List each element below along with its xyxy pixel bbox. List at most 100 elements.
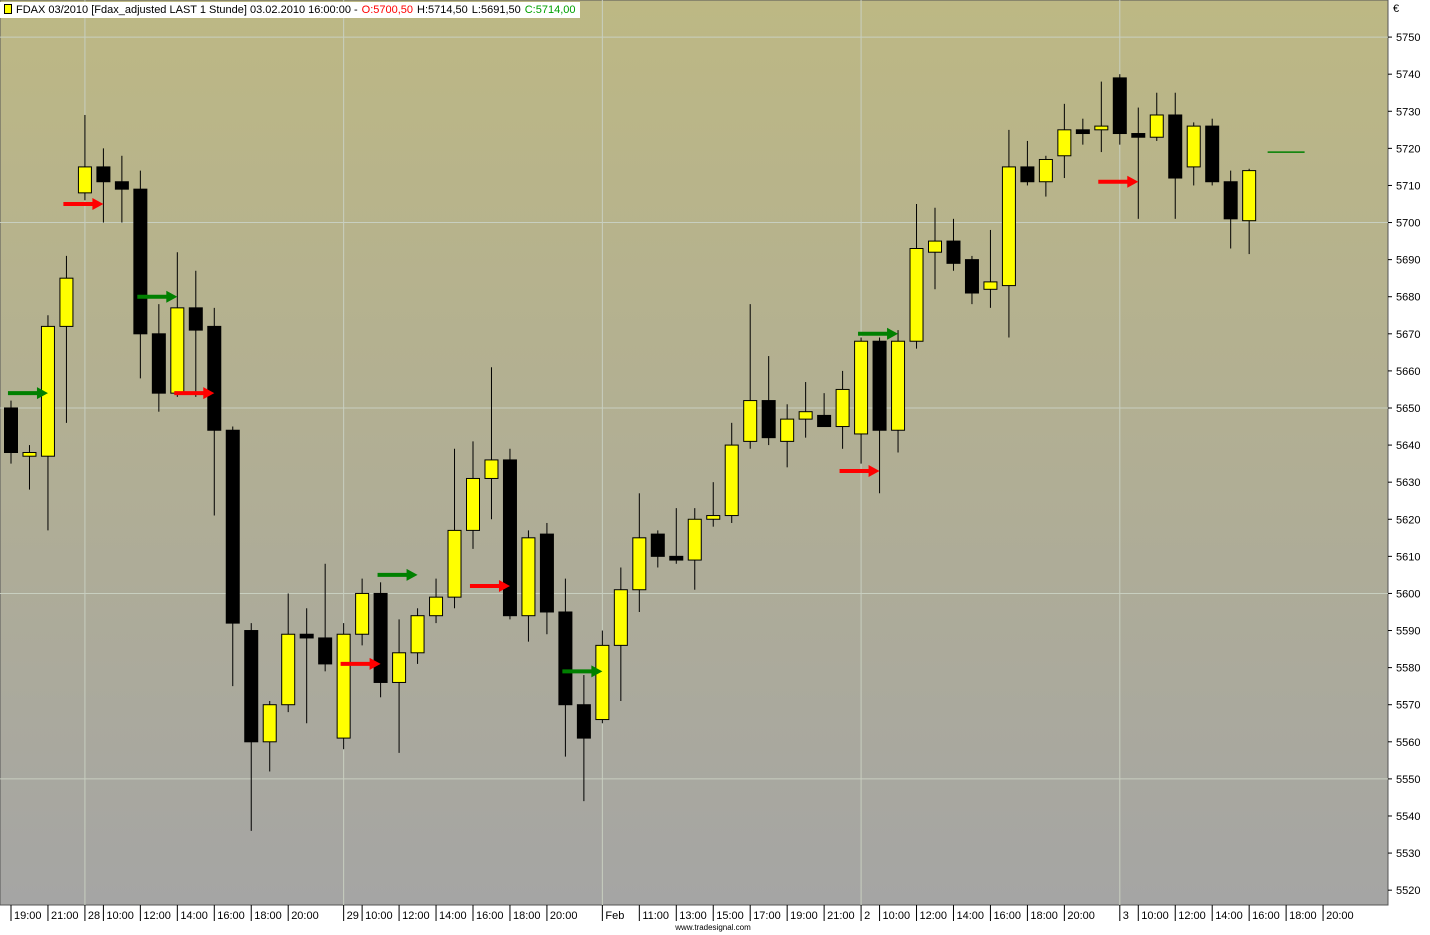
candle-body — [225, 429, 240, 624]
candle-body — [318, 637, 333, 665]
y-tick-label: 5640 — [1396, 440, 1420, 452]
candle-body — [429, 596, 444, 617]
candle-body — [891, 340, 906, 431]
candle-body — [946, 240, 961, 264]
candle-body — [835, 388, 850, 428]
candle-body — [909, 248, 924, 342]
credit: www.tradesignal.com — [674, 923, 751, 932]
currency: € — [1393, 3, 1399, 15]
candle-body — [447, 529, 462, 598]
candle-body — [706, 515, 721, 520]
x-tick-label: 16:00 — [217, 910, 245, 922]
candle-body — [1149, 114, 1164, 138]
candle-body — [410, 615, 425, 654]
candle-body — [170, 307, 185, 394]
y-tick-label: 5580 — [1396, 663, 1420, 675]
y-tick-label: 5690 — [1396, 255, 1420, 267]
arrow-head — [406, 568, 418, 581]
x-tick-label: 13:00 — [679, 910, 707, 922]
candle-body — [632, 537, 647, 591]
x-tick-label: 14:00 — [1215, 910, 1243, 922]
y-tick-label: 5700 — [1396, 218, 1420, 230]
candle-body — [761, 400, 776, 439]
candle-body — [355, 592, 370, 635]
candle-body — [613, 589, 628, 646]
candle-body — [1131, 133, 1146, 138]
signal-arrow — [1098, 175, 1139, 188]
x-tick-label: 18:00 — [1289, 910, 1317, 922]
candle-body — [77, 166, 92, 194]
candle-body — [336, 633, 351, 739]
candle-body — [502, 459, 517, 617]
icon — [4, 4, 12, 14]
candle-body — [244, 630, 259, 743]
x-tick-label: 19:00 — [14, 910, 42, 922]
signal-arrow — [469, 580, 510, 593]
signal-arrow — [174, 387, 215, 400]
y-tick-label: 5550 — [1396, 774, 1420, 786]
candle-body — [151, 333, 166, 394]
candle-body — [1205, 125, 1220, 183]
x-tick-label: 12:00 — [143, 910, 171, 922]
candle-body — [983, 281, 998, 290]
candle-body — [558, 611, 573, 706]
y-tick-label: 5540 — [1396, 811, 1420, 823]
y-tick-label: 5520 — [1396, 885, 1420, 897]
candle-body — [96, 166, 111, 183]
candle-body — [373, 592, 388, 683]
x-tick-label: 16:00 — [1252, 910, 1280, 922]
candle-body — [687, 518, 702, 561]
x-tick-label: 20:00 — [1326, 910, 1354, 922]
x-tick-label: 16:00 — [476, 910, 504, 922]
x-tick-label: 12:00 — [402, 910, 430, 922]
candle-body — [299, 633, 314, 639]
y-tick-label: 5590 — [1396, 626, 1420, 638]
x-tick-label: Feb — [605, 910, 624, 922]
candle-body — [743, 400, 758, 442]
candle-body — [724, 444, 739, 517]
y-tick-label: 5610 — [1396, 551, 1420, 563]
candle-body — [780, 418, 795, 442]
x-tick-label: 12:00 — [1178, 910, 1206, 922]
y-tick-label: 5530 — [1396, 848, 1420, 860]
header-title: FDAX 03/2010 [Fdax_adjusted LAST 1 Stund… — [16, 4, 358, 16]
candle-body — [1094, 125, 1109, 131]
y-tick-label: 5720 — [1396, 143, 1420, 155]
header-value: L:5691,50 — [471, 4, 521, 16]
arrow-head — [203, 387, 215, 400]
candle-body — [521, 537, 536, 617]
x-tick-label: 20:00 — [550, 910, 578, 922]
candle-body — [1186, 125, 1201, 168]
x-tick-label: 18:00 — [513, 910, 541, 922]
y-tick-label: 5630 — [1396, 477, 1420, 489]
x-tick-label: 14:00 — [956, 910, 984, 922]
candle-body — [207, 325, 222, 431]
x-tick-label: 10:00 — [106, 910, 134, 922]
candle-body — [650, 533, 665, 557]
header-value: H:5714,50 — [417, 4, 468, 16]
candle-body — [262, 704, 277, 743]
candle-body — [872, 340, 887, 431]
candle-body — [539, 533, 554, 613]
x-tick-label: 3 — [1123, 910, 1129, 922]
x-tick-label: 28 — [88, 910, 100, 922]
x-tick-label: 10:00 — [365, 910, 393, 922]
candle-body — [188, 307, 203, 331]
y-tick-label: 5650 — [1396, 403, 1420, 415]
candle-body — [133, 188, 148, 335]
header-value: O:5700,50 — [361, 4, 414, 16]
arrow-head — [868, 465, 880, 478]
signal-arrow — [562, 665, 603, 678]
signal-arrow — [137, 290, 178, 303]
arrow-head — [887, 327, 899, 340]
candle-body — [281, 633, 296, 706]
candle-body — [1001, 166, 1016, 287]
x-tick-label: 10:00 — [883, 910, 911, 922]
arrow-head — [591, 665, 603, 678]
x-tick-label: 10:00 — [1141, 910, 1169, 922]
y-tick-label: 5710 — [1396, 180, 1420, 192]
x-tick-label: 21:00 — [51, 910, 79, 922]
signal-arrow — [839, 465, 880, 478]
candle-body — [1038, 158, 1053, 183]
